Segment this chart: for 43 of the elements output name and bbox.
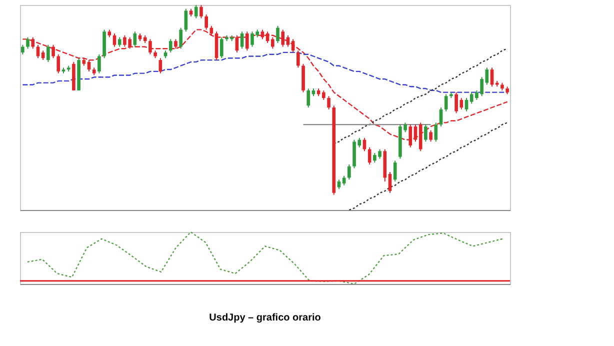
candlestick bbox=[56, 54, 60, 74]
candlestick bbox=[291, 38, 295, 53]
candlestick bbox=[362, 137, 366, 152]
candlestick bbox=[388, 172, 392, 194]
candlestick bbox=[444, 94, 448, 112]
candlestick bbox=[276, 25, 280, 44]
candlestick bbox=[21, 44, 24, 55]
candlestick bbox=[174, 38, 178, 50]
candlestick bbox=[424, 124, 428, 142]
candlestick bbox=[306, 88, 310, 108]
candlestick bbox=[148, 38, 152, 55]
candlestick bbox=[26, 36, 30, 50]
candlestick bbox=[434, 122, 438, 142]
candlestick bbox=[270, 36, 274, 50]
candlestick bbox=[98, 54, 101, 74]
candlestick bbox=[327, 96, 330, 110]
candlestick bbox=[348, 164, 351, 180]
candlestick bbox=[133, 31, 137, 48]
candlestick bbox=[184, 8, 188, 32]
candlestick bbox=[439, 107, 443, 127]
candlestick bbox=[240, 31, 244, 50]
candlestick bbox=[118, 36, 122, 48]
candlestick bbox=[485, 67, 489, 86]
candlestick bbox=[200, 4, 203, 19]
candlestick bbox=[464, 98, 468, 112]
candlestick bbox=[31, 36, 35, 50]
candlestick bbox=[46, 44, 50, 62]
candlestick bbox=[158, 58, 162, 74]
candlestick bbox=[179, 27, 182, 50]
candlestick bbox=[322, 90, 326, 100]
candlestick bbox=[194, 4, 198, 19]
candlestick bbox=[220, 36, 224, 59]
candlestick bbox=[296, 50, 300, 68]
candlestick bbox=[454, 92, 458, 114]
candlestick bbox=[112, 32, 116, 48]
candlestick bbox=[52, 44, 55, 59]
candlestick bbox=[490, 67, 494, 88]
text: UsdJpy – grafico orario bbox=[209, 312, 321, 324]
candlestick bbox=[429, 130, 432, 142]
candlestick bbox=[342, 175, 346, 186]
candlestick bbox=[36, 44, 40, 59]
candlestick bbox=[168, 38, 172, 53]
candlestick bbox=[393, 160, 397, 182]
